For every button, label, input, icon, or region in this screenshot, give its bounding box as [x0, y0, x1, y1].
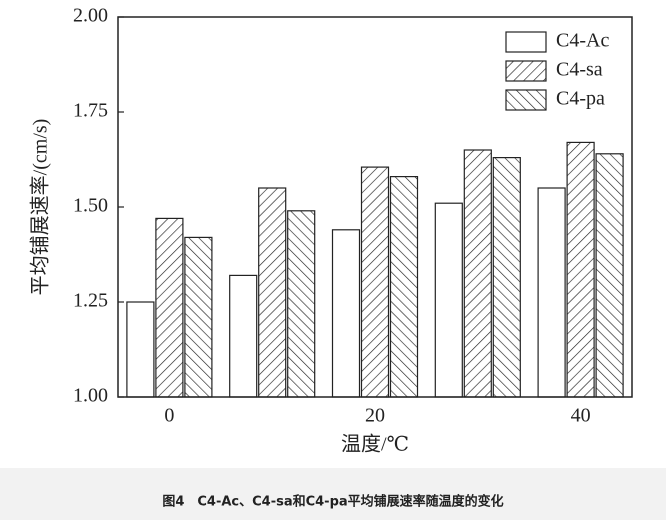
legend-swatch: [505, 31, 547, 53]
bar: [492, 157, 521, 398]
y-tick-label: 2.00: [73, 5, 108, 27]
bar: [155, 217, 184, 398]
bar: [389, 176, 419, 398]
bar: [184, 236, 213, 398]
legend-label: C4-sa: [556, 59, 603, 81]
x-tick-label: 40: [571, 405, 591, 427]
y-tick-label: 1.50: [73, 195, 108, 217]
bar: [595, 153, 624, 398]
bar: [287, 210, 316, 398]
y-tick-label: 1.75: [73, 100, 108, 122]
legend-label: C4-pa: [556, 88, 605, 110]
legend-label: C4-Ac: [556, 30, 609, 52]
bar: [126, 301, 155, 398]
bar: [434, 202, 463, 398]
legend-swatch: [505, 89, 547, 111]
bar: [537, 187, 566, 398]
x-tick-label: 20: [365, 405, 385, 427]
bar: [229, 274, 258, 398]
x-axis-label: 温度/℃: [341, 433, 409, 456]
caption: 图4 C4-Ac、C4-sa和C4-pa平均铺展速率随温度的变化: [162, 494, 503, 510]
x-tick-label: 0: [164, 405, 174, 427]
plot-frame: [117, 16, 633, 398]
y-tick-label: 1.00: [73, 385, 108, 407]
bar: [360, 166, 390, 398]
bar: [463, 149, 492, 398]
legend-swatch: [505, 60, 547, 82]
y-tick-label: 1.25: [73, 290, 108, 312]
caption-band: [0, 468, 666, 520]
bar: [331, 229, 361, 398]
bar: [258, 187, 287, 398]
y-axis-label: 平均铺展速率/(cm/s): [29, 119, 52, 296]
bar: [566, 141, 595, 398]
